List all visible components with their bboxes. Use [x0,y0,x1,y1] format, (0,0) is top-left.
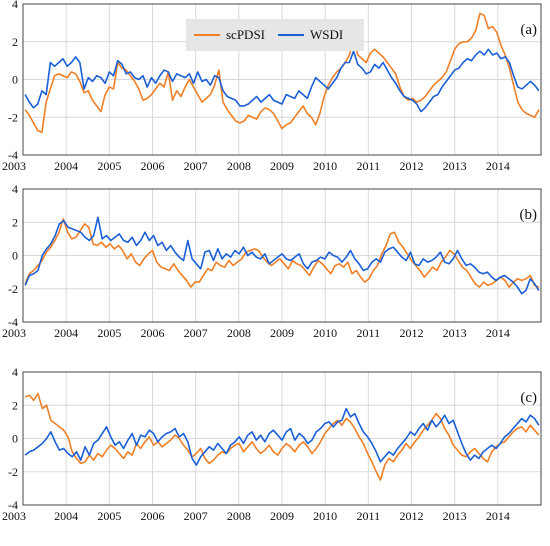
y-tick-label: -4 [8,148,18,162]
x-tick-label: 2011 [357,509,381,523]
y-tick-label: 2 [12,215,18,229]
x-tick-label: 2011 [357,159,381,173]
x-tick-label: 2004 [54,509,78,523]
x-tick-label: 2009 [270,326,294,340]
y-tick-label: 4 [12,365,18,379]
x-tick-label: 2003 [2,509,26,523]
x-tick-label: 2007 [184,509,208,523]
x-tick-label: 2003 [2,159,26,173]
chart-panel-1: -4 -2 0 2 4 2003 2004 2005 2006 2007 2008 2009 2010 2… [2,0,542,173]
x-tick-label: 2007 [184,159,208,173]
x-tick-label: 2006 [141,326,165,340]
y-tick-label: -2 [8,465,18,479]
series-line-scpdsi [24,218,540,288]
y-tick-label: 2 [12,35,18,49]
x-tick-label: 2013 [443,509,467,523]
y-tick-label: -4 [8,498,18,512]
x-tick-label: 2014 [486,509,510,523]
x-tick-label: 2004 [54,159,78,173]
x-tick-label: 2009 [270,509,294,523]
x-tick-label: 2012 [400,159,424,173]
chart-panel-2: -4 -2 0 2 4 2003 2004 2005 2006 2007 2008 2009 2010 2… [2,182,542,340]
x-tick-label: 2008 [227,159,251,173]
x-tick-label: 2010 [313,326,337,340]
x-tick-label: 2009 [270,159,294,173]
y-tick-label: 0 [12,249,18,263]
series-line-wsdi [24,216,540,295]
x-tick-label: 2014 [486,326,510,340]
plot-frame [22,371,542,506]
series-line-scpdsi [24,12,540,134]
x-tick-label: 2004 [54,326,78,340]
y-tick-label: 2 [12,398,18,412]
legend-label-scpdsi: scPDSI [226,27,265,42]
panel-label: (a) [520,22,537,38]
plot-frame [22,3,542,156]
panel-label: (b) [520,207,538,223]
x-tick-label: 2006 [141,509,165,523]
x-tick-label: 2010 [313,159,337,173]
panel-label: (c) [520,390,537,406]
y-tick-label: -2 [8,110,18,124]
plot-frame [22,188,542,323]
x-tick-label: 2012 [400,509,424,523]
series-line-wsdi [24,407,540,466]
chart-panel-3: -4 -2 0 2 4 2003 2004 2005 2006 2007 2008 2009 2010 2… [2,365,542,523]
legend-label-wsdi: WSDI [310,27,343,42]
x-tick-label: 2005 [97,159,121,173]
y-tick-label: 0 [12,73,18,87]
legend: scPDSI WSDI [186,19,364,51]
x-tick-label: 2012 [400,326,424,340]
x-tick-label: 2007 [184,326,208,340]
series-line-scpdsi [24,392,540,481]
x-tick-label: 2006 [141,159,165,173]
x-tick-label: 2008 [227,509,251,523]
series-line-wsdi [24,48,540,113]
x-tick-label: 2005 [97,509,121,523]
x-tick-label: 2003 [2,326,26,340]
x-tick-label: 2013 [443,326,467,340]
x-tick-label: 2014 [486,159,510,173]
y-tick-label: -4 [8,315,18,329]
y-tick-label: 0 [12,432,18,446]
y-tick-label: 4 [12,0,18,11]
y-tick-label: 4 [12,182,18,196]
x-tick-label: 2008 [227,326,251,340]
y-tick-label: -2 [8,282,18,296]
x-tick-label: 2011 [357,326,381,340]
x-tick-label: 2013 [443,159,467,173]
x-tick-label: 2010 [313,509,337,523]
x-tick-label: 2005 [97,326,121,340]
